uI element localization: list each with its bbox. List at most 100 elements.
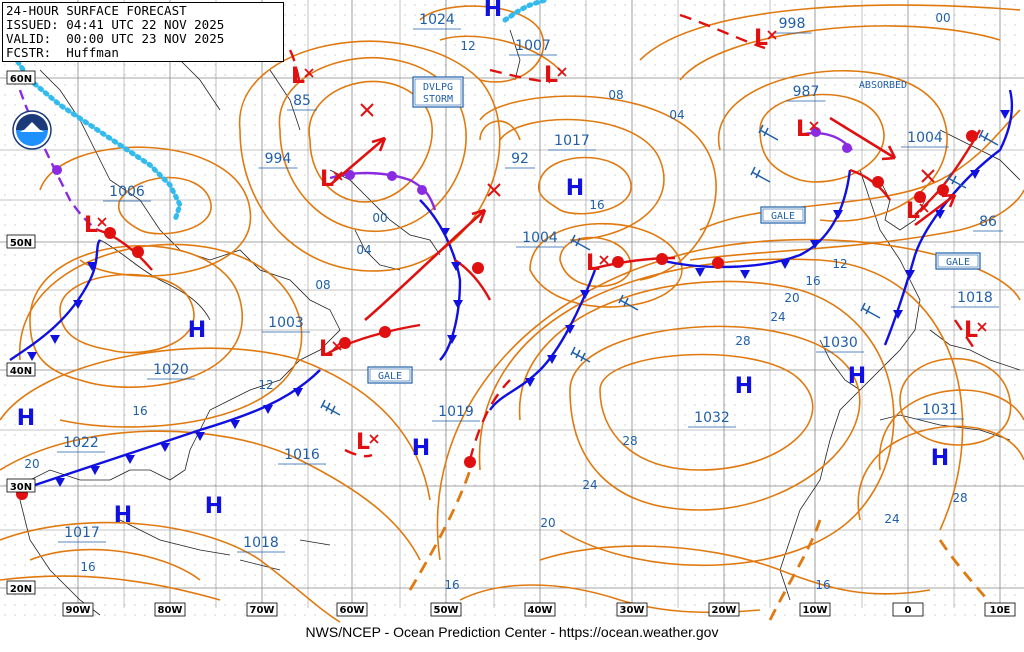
high-center: H — [735, 374, 753, 399]
high-center: H — [412, 436, 430, 461]
ice-edge-north — [502, 0, 548, 23]
occluded-front-symbol — [417, 185, 427, 195]
cold-front-triangle — [525, 378, 535, 387]
isobar-label: 1007 — [515, 38, 551, 54]
grid-labels: 90W 80W 70W 60W 50W 40W 30W 20W 10W 0 10E 60N 50N 40N… — [6, 70, 1016, 617]
cold-front-triangle — [73, 300, 83, 309]
svg-text:30N: 30N — [10, 482, 32, 493]
isobar-label: 12 — [258, 378, 273, 392]
high-center: H — [114, 503, 132, 528]
isobar-label: 1018 — [957, 290, 993, 306]
lat-label: 20N — [6, 580, 36, 595]
cold-front-triangle — [740, 270, 750, 279]
dashed-front-bermuda — [344, 448, 373, 458]
warm-front-semicircle — [339, 337, 351, 349]
x-mark — [487, 183, 501, 197]
cold-front-southeast — [19, 369, 321, 492]
high-center: H — [484, 0, 502, 22]
low-center: L — [320, 167, 334, 192]
low-x-mark — [919, 203, 929, 213]
map-background — [0, 0, 1024, 622]
isobar-label: 1016 — [284, 447, 320, 463]
warm-front-semicircle — [132, 246, 144, 258]
low-x-mark — [767, 30, 777, 40]
cold-front-newfoundland — [419, 199, 462, 361]
isobar-label: 16 — [80, 560, 95, 574]
gale-box: GALE — [935, 252, 981, 270]
footer-credit: NWS/NCEP - Ocean Prediction Center - htt… — [305, 624, 719, 640]
cold-front-triangle — [27, 352, 37, 361]
absorbed-label: ABSORBED — [859, 80, 907, 91]
isobar-label: 00 — [935, 11, 950, 25]
wind-barb — [860, 302, 881, 319]
high-center: H — [17, 406, 35, 431]
lon-label: 70W — [246, 602, 278, 617]
cold-front-triangle — [87, 262, 97, 271]
svg-text:60N: 60N — [10, 74, 32, 85]
low-center: L — [754, 26, 768, 51]
gale-box: GALE — [367, 366, 413, 384]
warm-front-semicircle — [104, 227, 116, 239]
isobar-label: 28 — [735, 334, 750, 348]
isobar-label: 08 — [315, 278, 330, 292]
lat-label: 30N — [6, 478, 36, 493]
lon-label: 10W — [799, 602, 831, 617]
high-center: H — [931, 446, 949, 471]
cold-front-triangle — [810, 240, 820, 249]
dashed-front-spain — [954, 319, 977, 351]
header-valid: VALID: 00:00 UTC 23 NOV 2025 — [6, 31, 225, 46]
wind-barb — [618, 294, 639, 311]
isobar-label: 20 — [540, 516, 555, 530]
isobar-label: 1019 — [438, 404, 474, 420]
cold-front-triangle — [160, 443, 170, 452]
low-x-mark — [333, 171, 343, 181]
svg-text:GALE: GALE — [946, 257, 970, 268]
cold-front-triangle — [293, 388, 303, 397]
svg-text:DVLPG: DVLPG — [423, 82, 453, 93]
lon-label: 50W — [430, 602, 462, 617]
cold-front-triangle — [440, 228, 450, 237]
lon-label: 40W — [524, 602, 556, 617]
low-center: L — [964, 318, 978, 343]
high-center: H — [848, 364, 866, 389]
cold-front-triangle — [263, 405, 273, 414]
svg-text:30W: 30W — [620, 605, 645, 616]
isobar-label: 04 — [356, 243, 371, 257]
svg-text:20N: 20N — [10, 584, 32, 595]
isobar-label: 16 — [815, 578, 830, 592]
low-x-mark — [599, 255, 609, 265]
cold-front-triangle — [580, 290, 590, 299]
svg-text:80W: 80W — [158, 605, 183, 616]
isobar-label: 16 — [805, 274, 820, 288]
isobar-label: 16 — [589, 198, 604, 212]
wind-barb — [946, 172, 967, 189]
cold-front-triangle — [893, 310, 903, 319]
svg-text:0: 0 — [905, 605, 912, 616]
svg-text:20W: 20W — [712, 605, 737, 616]
isobar-label: 994 — [265, 151, 292, 167]
svg-text:ABSORBED: ABSORBED — [859, 80, 907, 91]
cold-front-triangle — [565, 325, 575, 334]
occluded-front-symbol — [387, 171, 397, 181]
isobar-label: 16 — [132, 404, 147, 418]
isobar-label: 987 — [793, 84, 820, 100]
isobar-label: 1004 — [522, 230, 558, 246]
dashed-front-1007 — [489, 68, 551, 84]
isobar-label: 16 — [444, 578, 459, 592]
svg-text:50N: 50N — [10, 238, 32, 249]
svg-text:GALE: GALE — [378, 371, 402, 382]
cold-front-triangle — [547, 355, 557, 364]
isobar-label: 24 — [582, 478, 597, 492]
isobar-label: 08 — [608, 88, 623, 102]
svg-text:50W: 50W — [434, 605, 459, 616]
isobar-label: 12 — [460, 39, 475, 53]
isobar-label: 12 — [832, 257, 847, 271]
low-center: L — [356, 430, 370, 455]
track-arrow-iceland — [829, 116, 896, 160]
cold-front-triangle — [55, 478, 65, 487]
cold-front-great-lakes — [9, 239, 102, 361]
front-symbols — [16, 110, 1010, 500]
occluded-front-symbol — [52, 165, 62, 175]
